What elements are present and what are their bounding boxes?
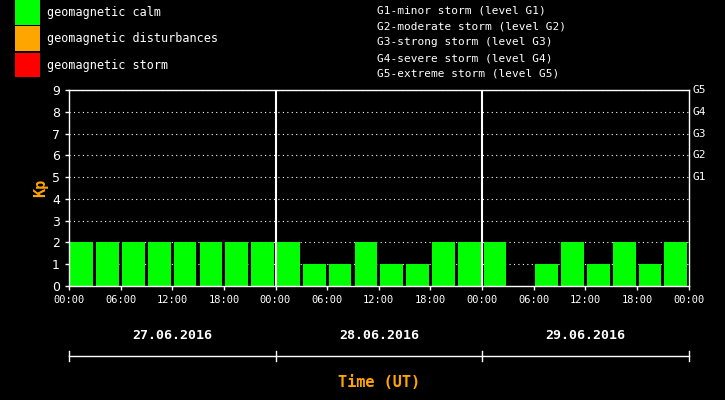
Text: G5: G5 — [692, 85, 706, 95]
Bar — [406, 264, 429, 286]
Bar — [303, 264, 326, 286]
Text: G4-severe storm (level G4): G4-severe storm (level G4) — [377, 53, 552, 63]
Text: G3-strong storm (level G3): G3-strong storm (level G3) — [377, 37, 552, 47]
Text: G2: G2 — [692, 150, 706, 160]
Text: 27.06.2016: 27.06.2016 — [132, 329, 212, 342]
Text: geomagnetic storm: geomagnetic storm — [47, 59, 168, 72]
Text: Time (UT): Time (UT) — [338, 375, 420, 390]
Text: geomagnetic calm: geomagnetic calm — [47, 6, 161, 19]
Bar — [252, 242, 274, 286]
Bar — [328, 264, 352, 286]
Bar — [458, 242, 481, 286]
Text: G1-minor storm (level G1): G1-minor storm (level G1) — [377, 6, 546, 16]
Text: G4: G4 — [692, 107, 706, 117]
Text: 28.06.2016: 28.06.2016 — [339, 329, 419, 342]
Bar — [432, 242, 455, 286]
Bar — [14, 53, 40, 78]
Bar — [639, 264, 661, 286]
Text: geomagnetic disturbances: geomagnetic disturbances — [47, 32, 218, 45]
Bar — [148, 242, 170, 286]
Bar — [122, 242, 145, 286]
Text: 29.06.2016: 29.06.2016 — [545, 329, 626, 342]
Bar — [561, 242, 584, 286]
Bar — [587, 264, 610, 286]
Bar — [535, 264, 558, 286]
Y-axis label: Kp: Kp — [33, 179, 48, 197]
Bar — [14, 0, 40, 25]
Bar — [613, 242, 636, 286]
Bar — [225, 242, 248, 286]
Text: G3: G3 — [692, 128, 706, 138]
Text: G2-moderate storm (level G2): G2-moderate storm (level G2) — [377, 21, 566, 31]
Text: G5-extreme storm (level G5): G5-extreme storm (level G5) — [377, 69, 559, 79]
Bar — [96, 242, 119, 286]
Bar — [484, 242, 506, 286]
Bar — [665, 242, 687, 286]
Bar — [174, 242, 196, 286]
Bar — [355, 242, 377, 286]
Text: G1: G1 — [692, 172, 706, 182]
Bar — [199, 242, 223, 286]
Bar — [381, 264, 403, 286]
Bar — [14, 26, 40, 51]
Bar — [70, 242, 93, 286]
Bar — [277, 242, 299, 286]
